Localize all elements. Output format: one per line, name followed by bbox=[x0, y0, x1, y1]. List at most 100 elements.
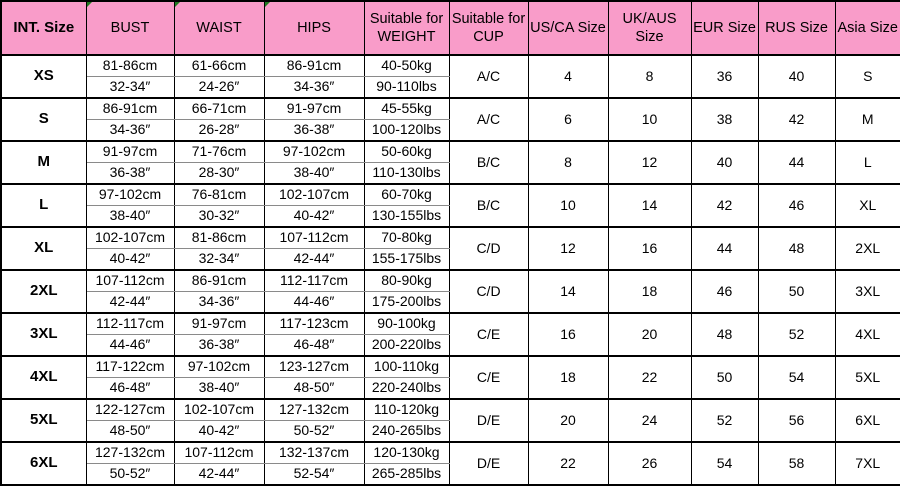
size-row-s: S 86-91cm 66-71cm 91-97cm 45-55kg A/C 6 10 38 42 M… bbox=[0, 97, 900, 141]
cell-us-ca-size: 18 bbox=[527, 355, 609, 399]
cell-hips-inch: 40-42″ bbox=[263, 205, 365, 227]
size-row-xs: XS 81-86cm 61-66cm 86-91cm 40-50kg A/C 4 8 36 40 S… bbox=[0, 54, 900, 98]
cell-waist-cm: 102-107cm bbox=[173, 398, 265, 421]
cell-waist-inch: 38-40″ bbox=[173, 377, 265, 399]
cell-hips-inch: 36-38″ bbox=[263, 119, 365, 141]
cell-hips-cm: 112-117cm bbox=[263, 269, 365, 292]
cell-waist-inch: 42-44″ bbox=[173, 463, 265, 485]
cell-cup: B/C bbox=[448, 183, 529, 227]
cell-eur-size: 40 bbox=[690, 140, 759, 184]
cell-waist-inch: 36-38″ bbox=[173, 334, 265, 356]
cell-uk-aus-size: 10 bbox=[607, 97, 692, 141]
cell-rus-size: 50 bbox=[757, 269, 836, 313]
cell-waist-inch: 24-26″ bbox=[173, 76, 265, 98]
cell-eur-size: 46 bbox=[690, 269, 759, 313]
cell-waist-cm: 86-91cm bbox=[173, 269, 265, 292]
cell-hips-cm: 117-123cm bbox=[263, 312, 365, 335]
cell-rus-size: 58 bbox=[757, 441, 836, 485]
green-corner-flag-icon bbox=[175, 2, 180, 7]
cell-us-ca-size: 4 bbox=[527, 54, 609, 98]
size-row-5xl: 5XL 122-127cm 102-107cm 127-132cm 110-120kg D… bbox=[0, 398, 900, 442]
cell-int-size: M bbox=[0, 140, 87, 184]
cell-bust-cm: 127-132cm bbox=[85, 441, 175, 464]
cell-hips-cm: 102-107cm bbox=[263, 183, 365, 206]
size-row-4xl: 4XL 117-122cm 97-102cm 123-127cm 100-110kg C/… bbox=[0, 355, 900, 399]
table-header-row: INT. Size BUST WAIST HIPS Suitable for WEIGH… bbox=[0, 1, 900, 56]
cell-int-size: 4XL bbox=[0, 355, 87, 399]
cell-weight-kg: 90-100kg bbox=[363, 312, 450, 335]
cell-hips-inch: 52-54″ bbox=[263, 463, 365, 485]
cell-hips-cm: 132-137cm bbox=[263, 441, 365, 464]
cell-bust-inch: 36-38″ bbox=[85, 162, 175, 184]
cell-hips-cm: 91-97cm bbox=[263, 97, 365, 120]
header-int-size: INT. Size bbox=[0, 1, 87, 56]
cell-bust-cm: 86-91cm bbox=[85, 97, 175, 120]
cell-int-size: XL bbox=[0, 226, 87, 270]
cell-weight-kg: 120-130kg bbox=[363, 441, 450, 464]
header-waist: WAIST bbox=[173, 1, 265, 56]
cell-eur-size: 50 bbox=[690, 355, 759, 399]
header-eur: EUR Size bbox=[690, 1, 759, 56]
cell-asia-size: 3XL bbox=[834, 269, 900, 313]
cell-waist-inch: 34-36″ bbox=[173, 291, 265, 313]
header-cup: Suitable for CUP bbox=[448, 1, 529, 56]
cell-bust-inch: 42-44″ bbox=[85, 291, 175, 313]
cell-weight-lbs: 100-120lbs bbox=[363, 119, 450, 141]
cell-waist-inch: 26-28″ bbox=[173, 119, 265, 141]
cell-us-ca-size: 22 bbox=[527, 441, 609, 485]
size-row-3xl: 3XL 112-117cm 91-97cm 117-123cm 90-100kg C/E 1… bbox=[0, 312, 900, 356]
header-us-ca: US/CA Size bbox=[527, 1, 609, 56]
cell-bust-cm: 122-127cm bbox=[85, 398, 175, 421]
cell-bust-inch: 46-48″ bbox=[85, 377, 175, 399]
cell-weight-lbs: 220-240lbs bbox=[363, 377, 450, 399]
cell-bust-inch: 40-42″ bbox=[85, 248, 175, 270]
cell-eur-size: 42 bbox=[690, 183, 759, 227]
cell-eur-size: 38 bbox=[690, 97, 759, 141]
green-corner-flag-icon bbox=[265, 2, 270, 7]
cell-bust-cm: 81-86cm bbox=[85, 54, 175, 77]
cell-cup: D/E bbox=[448, 398, 529, 442]
cell-asia-size: 5XL bbox=[834, 355, 900, 399]
cell-eur-size: 48 bbox=[690, 312, 759, 356]
cell-eur-size: 52 bbox=[690, 398, 759, 442]
size-row-xl: XL 102-107cm 81-86cm 107-112cm 70-80kg C/D 12 1… bbox=[0, 226, 900, 270]
cell-asia-size: 7XL bbox=[834, 441, 900, 485]
cell-weight-lbs: 155-175lbs bbox=[363, 248, 450, 270]
cell-rus-size: 56 bbox=[757, 398, 836, 442]
header-rus: RUS Size bbox=[757, 1, 836, 56]
size-row-m: M 91-97cm 71-76cm 97-102cm 50-60kg B/C 8 12 40 44… bbox=[0, 140, 900, 184]
cell-asia-size: L bbox=[834, 140, 900, 184]
cell-us-ca-size: 20 bbox=[527, 398, 609, 442]
cell-waist-cm: 71-76cm bbox=[173, 140, 265, 163]
cell-weight-lbs: 175-200lbs bbox=[363, 291, 450, 313]
cell-hips-inch: 46-48″ bbox=[263, 334, 365, 356]
cell-us-ca-size: 14 bbox=[527, 269, 609, 313]
cell-uk-aus-size: 26 bbox=[607, 441, 692, 485]
cell-rus-size: 54 bbox=[757, 355, 836, 399]
header-bust: BUST bbox=[85, 1, 175, 56]
cell-int-size: L bbox=[0, 183, 87, 227]
cell-bust-inch: 38-40″ bbox=[85, 205, 175, 227]
cell-waist-cm: 107-112cm bbox=[173, 441, 265, 464]
green-corner-flag-icon bbox=[87, 2, 92, 7]
cell-bust-inch: 48-50″ bbox=[85, 420, 175, 442]
cell-int-size: S bbox=[0, 97, 87, 141]
cell-waist-cm: 91-97cm bbox=[173, 312, 265, 335]
cell-hips-inch: 50-52″ bbox=[263, 420, 365, 442]
cell-weight-kg: 45-55kg bbox=[363, 97, 450, 120]
cell-cup: C/E bbox=[448, 355, 529, 399]
cell-hips-inch: 42-44″ bbox=[263, 248, 365, 270]
cell-cup: C/D bbox=[448, 269, 529, 313]
cell-waist-cm: 81-86cm bbox=[173, 226, 265, 249]
cell-weight-kg: 80-90kg bbox=[363, 269, 450, 292]
cell-asia-size: 6XL bbox=[834, 398, 900, 442]
cell-weight-lbs: 90-110lbs bbox=[363, 76, 450, 98]
cell-hips-cm: 86-91cm bbox=[263, 54, 365, 77]
cell-bust-cm: 107-112cm bbox=[85, 269, 175, 292]
cell-uk-aus-size: 18 bbox=[607, 269, 692, 313]
cell-bust-inch: 44-46″ bbox=[85, 334, 175, 356]
cell-weight-kg: 40-50kg bbox=[363, 54, 450, 77]
cell-bust-cm: 91-97cm bbox=[85, 140, 175, 163]
header-asia: Asia Size bbox=[834, 1, 900, 56]
